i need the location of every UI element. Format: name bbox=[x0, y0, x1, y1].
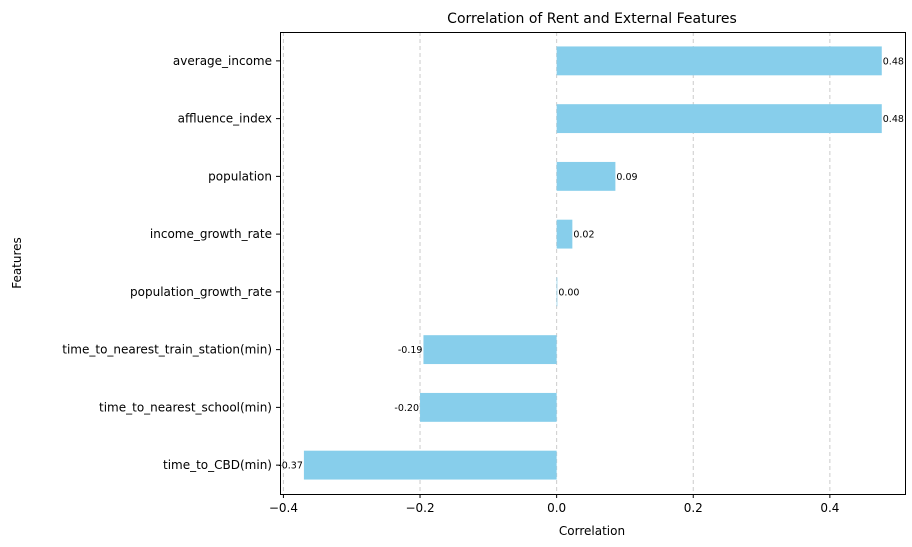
x-tick-labels: −0.4 −0.2 0.0 0.2 0.4 bbox=[269, 494, 839, 515]
bar bbox=[303, 450, 557, 480]
y-tick-label: population_growth_rate bbox=[130, 285, 272, 299]
x-tick-label: 0.4 bbox=[820, 501, 839, 515]
y-tick-label: population bbox=[208, 169, 272, 183]
data-label: 0.00 bbox=[558, 287, 579, 298]
y-tick-label: time_to_CBD(min) bbox=[163, 458, 272, 472]
bar bbox=[420, 392, 557, 422]
bars bbox=[303, 46, 882, 480]
data-label: 0.02 bbox=[573, 230, 594, 241]
y-tick-label: affluence_index bbox=[178, 112, 272, 126]
data-label: -0.37 bbox=[278, 461, 303, 472]
x-tick-label: 0.2 bbox=[684, 501, 703, 515]
data-label: 0.48 bbox=[883, 56, 904, 67]
x-axis-label: Correlation bbox=[559, 524, 625, 538]
bar bbox=[556, 46, 882, 76]
bar bbox=[556, 161, 616, 191]
bar bbox=[556, 104, 882, 134]
y-tick-label: time_to_nearest_school(min) bbox=[99, 400, 272, 414]
y-tick-label: time_to_nearest_train_station(min) bbox=[62, 343, 272, 357]
y-tick-label: income_growth_rate bbox=[150, 227, 272, 241]
bar bbox=[423, 335, 557, 365]
bar bbox=[556, 219, 573, 249]
bar bbox=[556, 277, 558, 307]
chart-title: Correlation of Rent and External Feature… bbox=[447, 11, 737, 27]
data-label: 0.09 bbox=[616, 172, 637, 183]
x-tick-label: −0.2 bbox=[405, 501, 434, 515]
x-tick-label: 0.0 bbox=[547, 501, 566, 515]
y-tick-label: average_income bbox=[173, 54, 272, 68]
data-label: -0.20 bbox=[394, 403, 419, 414]
data-label: -0.19 bbox=[398, 345, 423, 356]
x-tick-label: −0.4 bbox=[269, 501, 298, 515]
y-axis-label: Features bbox=[10, 237, 24, 289]
data-label: 0.48 bbox=[883, 114, 904, 125]
y-tick-labels: average_income affluence_index population i… bbox=[62, 54, 280, 472]
data-labels: 0.48 0.48 0.09 0.02 0.00 -0.19 -0.20 -0.37 bbox=[278, 56, 904, 471]
plot-frame bbox=[280, 32, 906, 495]
grid-lines bbox=[282, 32, 831, 494]
